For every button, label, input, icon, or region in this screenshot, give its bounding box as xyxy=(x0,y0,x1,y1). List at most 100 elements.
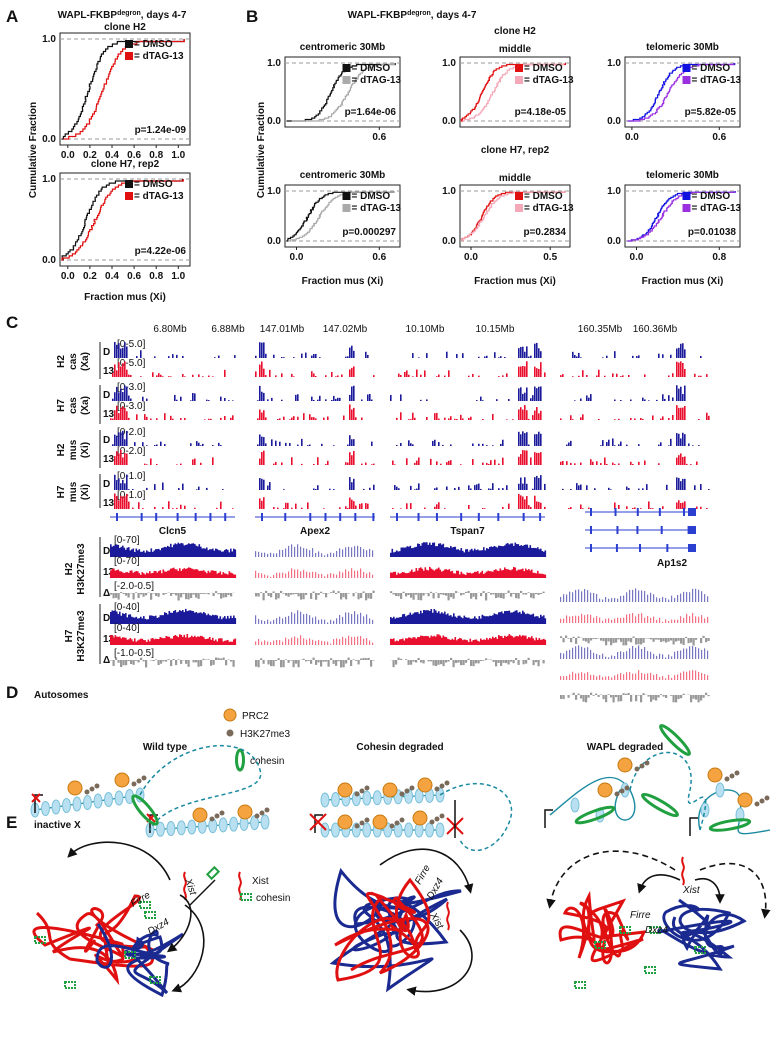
signal-bar xyxy=(424,370,426,377)
chip-bar xyxy=(596,653,598,659)
h3k27me3 xyxy=(444,780,450,786)
chip-bar xyxy=(390,552,392,557)
signal-bar xyxy=(124,453,126,465)
chip-bar xyxy=(541,551,544,557)
delta-bar xyxy=(397,593,400,597)
chip-bar xyxy=(114,635,117,645)
loop xyxy=(139,744,262,831)
chip-bar xyxy=(474,571,476,578)
chip-bar xyxy=(116,611,118,624)
axis-label: Fraction mus (Xi) xyxy=(642,276,724,287)
chip-bar xyxy=(182,636,184,645)
signal-bar xyxy=(371,464,373,465)
chip-bar xyxy=(538,573,541,578)
chip-bar xyxy=(581,591,583,602)
signal-bar xyxy=(122,479,124,490)
coordinate: 6.88Mb xyxy=(211,324,245,335)
signal-bar xyxy=(228,400,230,401)
chip-bar xyxy=(140,616,142,624)
chip-bar xyxy=(510,570,512,578)
locus-label: Firre xyxy=(413,863,433,887)
chip-bar xyxy=(462,573,464,578)
chip-bar xyxy=(620,596,622,602)
chip-bar xyxy=(529,545,532,557)
signal-bar xyxy=(124,408,126,420)
delta-bar xyxy=(492,660,495,662)
delta-bar xyxy=(330,658,333,660)
prc2 xyxy=(382,782,398,798)
chip-bar xyxy=(227,639,229,645)
delta-bar xyxy=(225,660,228,666)
panel-title: Autosomes xyxy=(34,690,89,701)
signal-bar xyxy=(700,484,702,490)
chip-bar xyxy=(537,616,539,624)
delta-bar xyxy=(635,638,638,645)
chip-bar xyxy=(514,567,517,578)
signal-bar xyxy=(414,462,416,465)
chip-bar xyxy=(575,673,577,680)
chip-bar xyxy=(167,614,169,624)
chip-bar xyxy=(397,572,400,578)
chip-bar xyxy=(504,635,506,645)
delta-bar xyxy=(642,638,645,643)
signal-bar xyxy=(486,462,488,465)
plot-title: clone H2 xyxy=(104,22,146,33)
chip-bar xyxy=(194,635,196,645)
chip-bar xyxy=(626,592,628,602)
range-label: [0-70] xyxy=(114,556,140,567)
prc2 xyxy=(237,804,253,820)
delta-bar xyxy=(640,638,643,645)
signal-bar xyxy=(532,395,534,401)
signal-bar xyxy=(212,445,214,446)
chip-bar xyxy=(415,546,418,557)
delta-bar xyxy=(225,593,228,598)
nucleosome xyxy=(362,790,372,806)
chip-bar xyxy=(231,573,234,578)
legend-label: Xist xyxy=(252,876,269,887)
delta-bar xyxy=(162,660,165,662)
chip-bar xyxy=(418,637,421,645)
chip-bar xyxy=(704,648,706,659)
plot-title: middle xyxy=(499,44,532,55)
chip-bar xyxy=(131,616,133,624)
chip-bar xyxy=(171,547,174,557)
delta-bar xyxy=(172,593,175,595)
signal-bar xyxy=(598,418,600,420)
signal-bar xyxy=(114,493,116,509)
h3k27me3 xyxy=(399,791,405,797)
delta-bar xyxy=(260,592,263,593)
chip-bar xyxy=(273,574,275,578)
delta-bar xyxy=(135,660,138,661)
chip-bar xyxy=(501,546,503,557)
signal-bar xyxy=(628,375,630,377)
chip-bar xyxy=(505,610,508,624)
chip-bar xyxy=(206,615,208,624)
signal-bar xyxy=(662,416,664,420)
signal-bar xyxy=(472,443,474,446)
delta-bar xyxy=(542,591,545,593)
delta-bar xyxy=(270,660,273,667)
signal-bar xyxy=(190,400,192,401)
chip-bar xyxy=(150,638,153,645)
delta-bar xyxy=(210,660,213,666)
chip-bar xyxy=(152,551,154,557)
signal-bar xyxy=(323,508,325,509)
coordinate: 10.15Mb xyxy=(476,324,515,335)
chip-bar xyxy=(360,546,362,557)
chip-bar xyxy=(490,638,493,645)
chip-bar xyxy=(210,549,213,557)
chip-bar xyxy=(481,570,484,578)
delta-bar xyxy=(505,593,508,594)
chip-bar xyxy=(475,618,478,624)
chip-bar xyxy=(185,569,187,578)
delta-bar xyxy=(165,660,168,662)
chip-bar xyxy=(569,591,571,602)
chip-bar xyxy=(197,636,199,645)
signal-bar xyxy=(313,354,315,358)
chip-bar xyxy=(617,651,619,659)
chip-bar xyxy=(522,546,524,557)
chip-bar xyxy=(420,635,422,645)
delta-bar xyxy=(222,657,225,660)
chip-bar xyxy=(698,616,700,623)
signal-bar xyxy=(371,399,373,401)
